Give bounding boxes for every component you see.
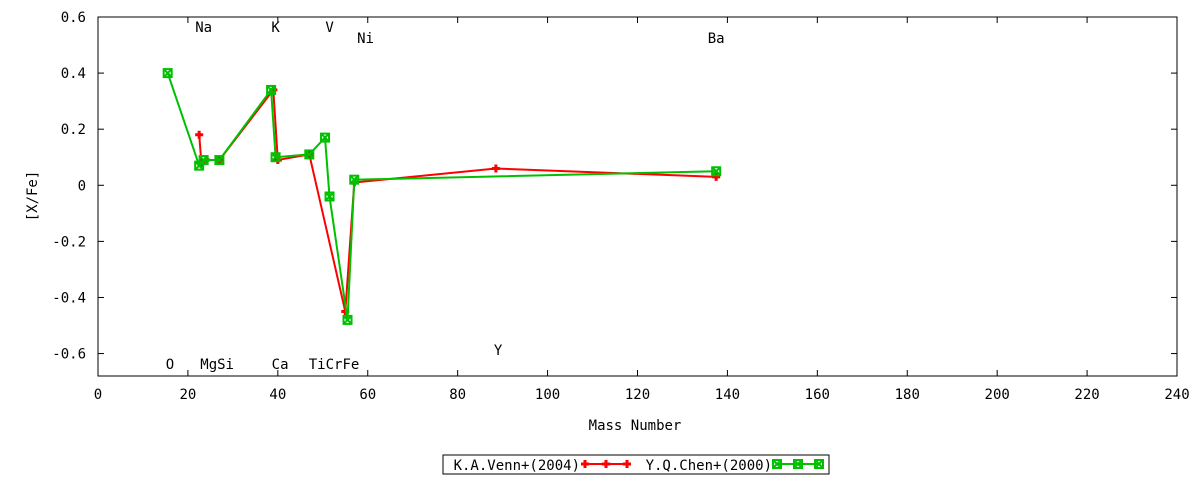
y-tick-label: -0.4 [52,290,86,306]
element-label: V [325,20,334,36]
x-tick-label: 100 [535,387,560,403]
element-label: Ca [272,357,289,373]
marker-cross [266,85,276,95]
x-tick-label: 240 [1164,387,1189,403]
x-tick-label: 80 [449,387,466,403]
data-point [623,460,631,468]
data-point [793,459,803,469]
series-2 [162,68,722,325]
y-tick-label: -0.2 [52,234,86,250]
marker-box [349,174,360,185]
x-tick-label: 180 [895,387,920,403]
marker-box [324,191,335,202]
marker-cross [324,191,335,202]
series-line [198,87,717,312]
legend-box [442,454,830,475]
data-point [712,172,721,181]
element-label: O [166,357,174,373]
marker-box [198,155,209,166]
y-tick-label: 0 [78,178,86,194]
marker-cross [793,459,803,469]
marker-cross [304,149,315,160]
data-point [320,132,331,143]
data-point [270,152,281,163]
data-point [214,155,225,166]
marker-box [270,152,281,163]
marker-cross [772,459,782,469]
series-group [162,68,722,325]
element-label: Y [494,343,503,359]
plot-axes [97,16,1178,377]
marker-box [162,68,173,79]
element-label: MgSi [200,357,234,373]
data-point [349,174,360,185]
x-tick-label: 0 [94,387,102,403]
marker-cross [198,155,209,165]
axis-ticks: 0 20 40 60 80 100 120 140 160 180 200 220 240 0.6 0.4 0… [52,10,1189,403]
x-axis-label: Mass Number [589,418,682,434]
data-point [198,155,209,166]
x-tick-label: 140 [715,387,740,403]
data-point [711,166,722,177]
marker-box [304,149,315,160]
x-tick-label: 200 [985,387,1010,403]
data-point [772,459,782,469]
marker-box [342,314,353,325]
x-tick-label: 120 [625,387,650,403]
legend: K.A.Venn+(2004) Y.Q.Chen+(2000) [442,454,830,475]
element-label: Ni [357,31,374,47]
x-tick-label: 220 [1074,387,1099,403]
legend-swatch [772,459,824,469]
element-label: Na [195,20,212,36]
y-axis-label: [X/Fe] [25,171,41,222]
marker-box [320,132,331,143]
marker-box [266,84,277,95]
marker-cross [342,315,353,325]
marker-box [711,166,722,177]
legend-swatch [581,460,631,468]
marker-cross [320,132,330,143]
data-point [304,149,315,160]
x-tick-label: 60 [359,387,376,403]
data-point [195,130,204,139]
series-line [166,72,717,321]
marker-cross [270,152,281,162]
element-labels: Na K V Ni Ba O MgSi Ca TiCrFe Y [166,20,725,373]
y-tick-label: 0.2 [61,122,86,138]
data-point [342,314,353,325]
data-point [602,460,610,468]
x-tick-label: 40 [269,387,286,403]
legend-label: K.A.Venn+(2004) [454,458,580,474]
marker-box [772,459,782,469]
marker-cross [214,155,225,165]
y-tick-label: 0.6 [61,10,86,26]
legend-label: Y.Q.Chen+(2000) [646,458,772,474]
x-tick-label: 20 [179,387,196,403]
marker-cross [711,166,721,176]
data-point [162,68,173,79]
marker-cross [814,459,824,469]
y-tick-label: -0.6 [52,347,86,363]
marker-box [814,459,824,469]
data-point [266,84,277,95]
y-tick-label: 0.4 [61,66,86,82]
data-point [581,460,589,468]
marker-cross [349,174,359,185]
element-label: K [271,20,280,36]
marker-cross [162,68,173,78]
data-point [491,164,500,173]
data-point [324,191,335,202]
marker-box [214,155,225,166]
element-label: Ba [708,31,725,47]
element-label: TiCrFe [309,357,360,373]
marker-box [793,459,803,469]
plot-frame [97,16,1178,377]
data-point [814,459,824,469]
x-tick-label: 160 [805,387,830,403]
